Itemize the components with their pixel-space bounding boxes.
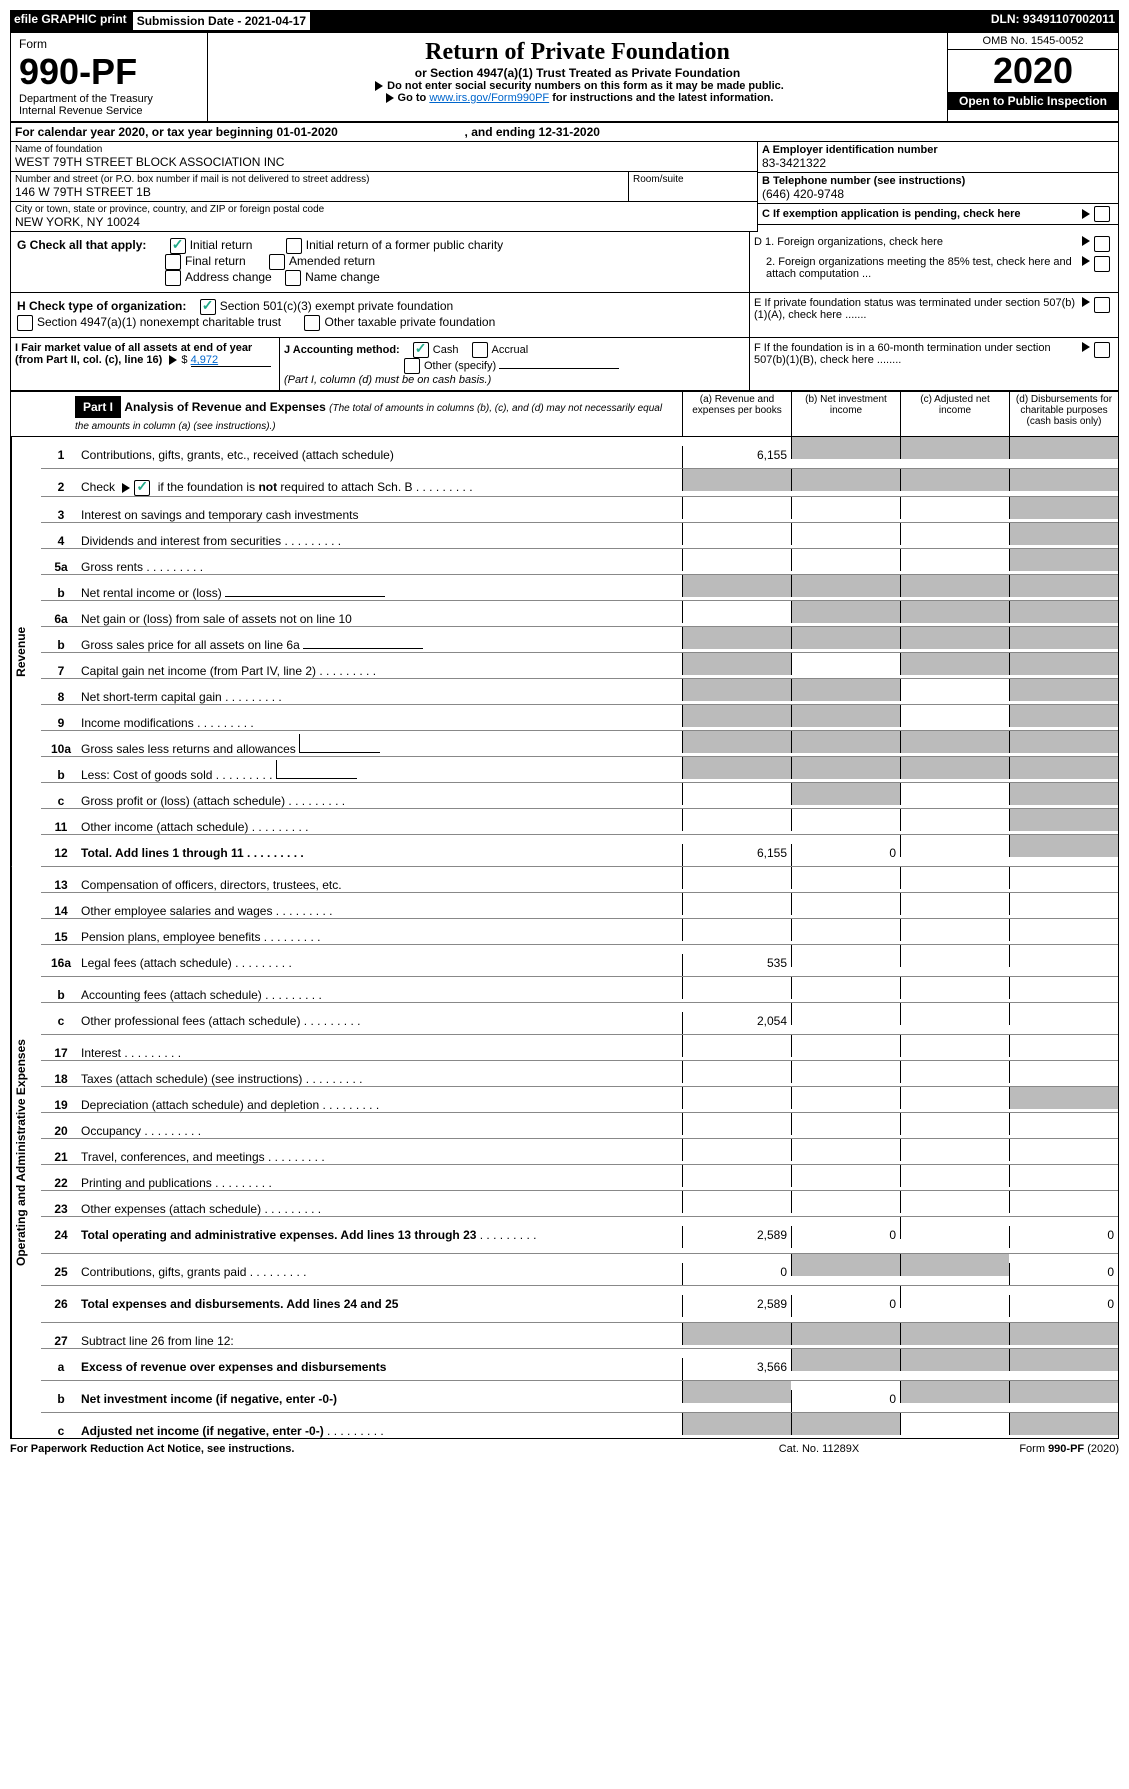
dln: DLN: 93491107002011 bbox=[987, 10, 1119, 32]
initial-return-checkbox[interactable] bbox=[170, 238, 186, 254]
h-label: H Check type of organization: bbox=[17, 299, 186, 313]
exemption-pending-checkbox[interactable] bbox=[1094, 206, 1110, 222]
l27a-a: 3,566 bbox=[682, 1358, 791, 1380]
city: NEW YORK, NY 10024 bbox=[15, 215, 753, 229]
e-checkbox[interactable] bbox=[1094, 297, 1110, 313]
final-return-checkbox[interactable] bbox=[165, 254, 181, 270]
l24-a: 2,589 bbox=[682, 1226, 791, 1248]
col-d-hdr: (d) Disbursements for charitable purpose… bbox=[1009, 392, 1118, 436]
identity-block: Name of foundation WEST 79TH STREET BLOC… bbox=[10, 142, 1119, 232]
section-i-j-f: I Fair market value of all assets at end… bbox=[10, 338, 1119, 391]
form-header: Form 990-PF Department of the Treasury I… bbox=[10, 32, 1119, 122]
f-label: F If the foundation is in a 60-month ter… bbox=[754, 342, 1078, 386]
d1-checkbox[interactable] bbox=[1094, 236, 1110, 252]
sec4947-checkbox[interactable] bbox=[17, 315, 33, 331]
efile-tag: efile GRAPHIC print bbox=[10, 10, 131, 32]
d2-checkbox[interactable] bbox=[1094, 256, 1110, 272]
l26-b: 0 bbox=[791, 1295, 900, 1317]
j-note: (Part I, column (d) must be on cash basi… bbox=[284, 374, 491, 386]
expenses-side-label: Operating and Administrative Expenses bbox=[11, 867, 41, 1438]
part1-tag: Part I bbox=[75, 396, 121, 418]
l24-d: 0 bbox=[1009, 1226, 1118, 1248]
l12-a: 6,155 bbox=[682, 844, 791, 866]
sec501-checkbox[interactable] bbox=[200, 299, 216, 315]
footer-cat: Cat. No. 11289X bbox=[719, 1443, 919, 1455]
l1-a: 6,155 bbox=[682, 446, 791, 468]
revenue-side-label: Revenue bbox=[11, 437, 41, 867]
phone-label: B Telephone number (see instructions) bbox=[762, 175, 1114, 187]
dept-1: Department of the Treasury bbox=[19, 93, 199, 105]
other-taxable-checkbox[interactable] bbox=[304, 315, 320, 331]
other-method-checkbox[interactable] bbox=[404, 358, 420, 374]
section-h-e: H Check type of organization: Section 50… bbox=[10, 293, 1119, 338]
footer-left: For Paperwork Reduction Act Notice, see … bbox=[10, 1443, 719, 1455]
footer: For Paperwork Reduction Act Notice, see … bbox=[10, 1439, 1119, 1455]
exemption-pending-label: C If exemption application is pending, c… bbox=[762, 208, 1078, 220]
submission-date: Submission Date - 2021-04-17 bbox=[131, 10, 312, 32]
g-label: G Check all that apply: bbox=[17, 238, 146, 252]
open-inspection: Open to Public Inspection bbox=[948, 92, 1118, 110]
top-bar: efile GRAPHIC print Submission Date - 20… bbox=[10, 10, 1119, 32]
schb-checkbox[interactable] bbox=[134, 480, 150, 496]
instructions-link[interactable]: www.irs.gov/Form990PF bbox=[429, 92, 549, 104]
revenue-section: Revenue 1Contributions, gifts, grants, e… bbox=[10, 437, 1119, 867]
f-checkbox[interactable] bbox=[1094, 342, 1110, 358]
form-number: 990-PF bbox=[19, 51, 199, 93]
l26-d: 0 bbox=[1009, 1295, 1118, 1317]
omb: OMB No. 1545-0052 bbox=[948, 33, 1118, 50]
fmv-link[interactable]: 4,972 bbox=[191, 354, 271, 367]
name-label: Name of foundation bbox=[15, 144, 753, 155]
dept-2: Internal Revenue Service bbox=[19, 105, 199, 117]
street-label: Number and street (or P.O. box number if… bbox=[15, 174, 624, 185]
col-b-hdr: (b) Net investment income bbox=[791, 392, 900, 436]
city-label: City or town, state or province, country… bbox=[15, 204, 753, 215]
l16a-a: 535 bbox=[682, 954, 791, 976]
form-word: Form bbox=[19, 37, 199, 51]
l12-b: 0 bbox=[791, 844, 900, 866]
address-change-checkbox[interactable] bbox=[165, 270, 181, 286]
l25-d: 0 bbox=[1009, 1263, 1118, 1285]
section-g-d: G Check all that apply: Initial return I… bbox=[10, 232, 1119, 293]
part1-header: Part I Analysis of Revenue and Expenses … bbox=[10, 391, 1119, 437]
privacy-note: Do not enter social security numbers on … bbox=[387, 80, 784, 92]
l16c-a: 2,054 bbox=[682, 1012, 791, 1034]
l26-a: 2,589 bbox=[682, 1295, 791, 1317]
calendar-year-line: For calendar year 2020, or tax year begi… bbox=[10, 122, 1119, 142]
initial-former-checkbox[interactable] bbox=[286, 238, 302, 254]
col-a-hdr: (a) Revenue and expenses per books bbox=[682, 392, 791, 436]
e-label: E If private foundation status was termi… bbox=[754, 297, 1078, 333]
foundation-name: WEST 79TH STREET BLOCK ASSOCIATION INC bbox=[15, 155, 753, 169]
ein-label: A Employer identification number bbox=[762, 144, 1114, 156]
form-subtitle: or Section 4947(a)(1) Trust Treated as P… bbox=[214, 66, 941, 80]
ein: 83-3421322 bbox=[762, 156, 1114, 170]
street: 146 W 79TH STREET 1B bbox=[15, 185, 624, 199]
l24-b: 0 bbox=[791, 1226, 900, 1248]
cash-checkbox[interactable] bbox=[413, 342, 429, 358]
l27b-b: 0 bbox=[791, 1390, 900, 1412]
expenses-section: Operating and Administrative Expenses 13… bbox=[10, 867, 1119, 1439]
j-label: J Accounting method: bbox=[284, 344, 400, 356]
phone: (646) 420-9748 bbox=[762, 187, 1114, 201]
accrual-checkbox[interactable] bbox=[472, 342, 488, 358]
tax-year: 2020 bbox=[948, 50, 1118, 92]
form-title: Return of Private Foundation bbox=[214, 39, 941, 66]
d1-label: D 1. Foreign organizations, check here bbox=[754, 236, 1078, 252]
part1-title: Analysis of Revenue and Expenses bbox=[124, 400, 325, 414]
amended-return-checkbox[interactable] bbox=[269, 254, 285, 270]
name-change-checkbox[interactable] bbox=[285, 270, 301, 286]
d2-label: 2. Foreign organizations meeting the 85%… bbox=[754, 256, 1078, 280]
l25-a: 0 bbox=[682, 1263, 791, 1285]
col-c-hdr: (c) Adjusted net income bbox=[900, 392, 1009, 436]
room-label: Room/suite bbox=[633, 174, 753, 185]
